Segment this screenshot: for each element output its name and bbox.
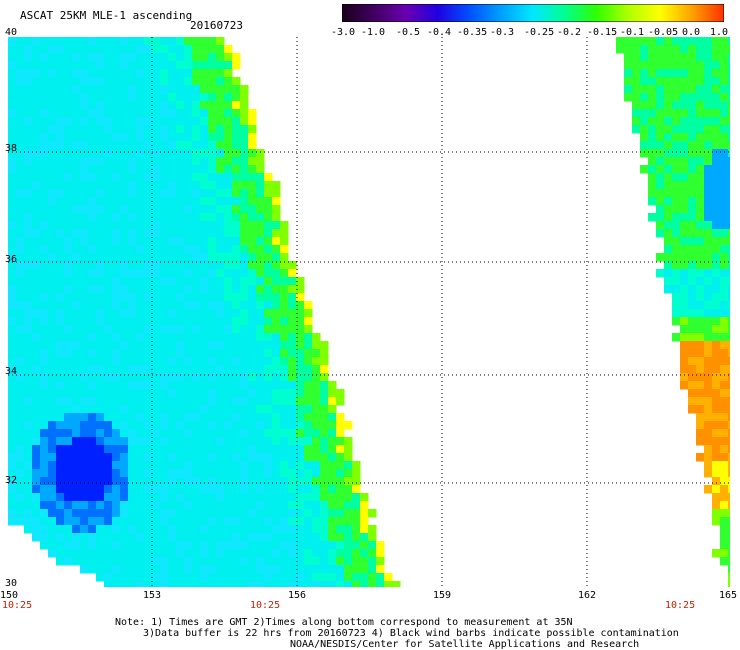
colorbar-label: -0.25 [524, 27, 555, 38]
colorbar-label: -0.1 [620, 27, 645, 38]
colorbar-label: 0.0 [682, 27, 701, 38]
colorbar-label: -1.0 [361, 27, 386, 38]
swath-pixels [8, 37, 730, 587]
lon-label-162: 162 [578, 590, 597, 601]
colorbar-label: -0.05 [648, 27, 679, 38]
note-line-2: 3)Data buffer is 22 hrs from 20160723 4)… [143, 628, 679, 639]
colorbar-label: 1.0 [710, 27, 729, 38]
time-label: 10:25 [250, 600, 281, 611]
lon-label-150: 150 [0, 590, 19, 601]
colorbar-label: -0.35 [457, 27, 488, 38]
map-date: 20160723 [190, 19, 243, 32]
time-label: 10:25 [2, 600, 33, 611]
colorbar-label: -0.4 [427, 27, 452, 38]
colorbar-label: -3.0 [331, 27, 356, 38]
graticule [8, 37, 730, 587]
lat-label-40: 40 [5, 27, 18, 38]
lat-label-38: 38 [5, 143, 18, 154]
lon-label-156: 156 [288, 590, 307, 601]
lat-label-34: 34 [5, 366, 18, 377]
colorbar-gradient [342, 4, 724, 22]
map-title: ASCAT 25KM MLE-1 ascending [20, 9, 193, 22]
time-label: 10:25 [665, 600, 696, 611]
lat-label-36: 36 [5, 254, 18, 265]
colorbar [342, 4, 724, 22]
lat-label-30: 30 [5, 578, 18, 589]
colorbar-label: -0.5 [396, 27, 421, 38]
note-line-3: NOAA/NESDIS/Center for Satellite Applica… [290, 639, 640, 650]
note-line-1: Note: 1) Times are GMT 2)Times along bot… [115, 617, 573, 628]
colorbar-label: -0.3 [490, 27, 515, 38]
lat-label-32: 32 [5, 475, 18, 486]
lon-label-165: 165 [719, 590, 738, 601]
lon-label-159: 159 [433, 590, 452, 601]
colorbar-label: -0.15 [587, 27, 618, 38]
lon-label-153: 153 [143, 590, 162, 601]
colorbar-label: -0.2 [557, 27, 582, 38]
scatterometer-map [8, 37, 730, 587]
